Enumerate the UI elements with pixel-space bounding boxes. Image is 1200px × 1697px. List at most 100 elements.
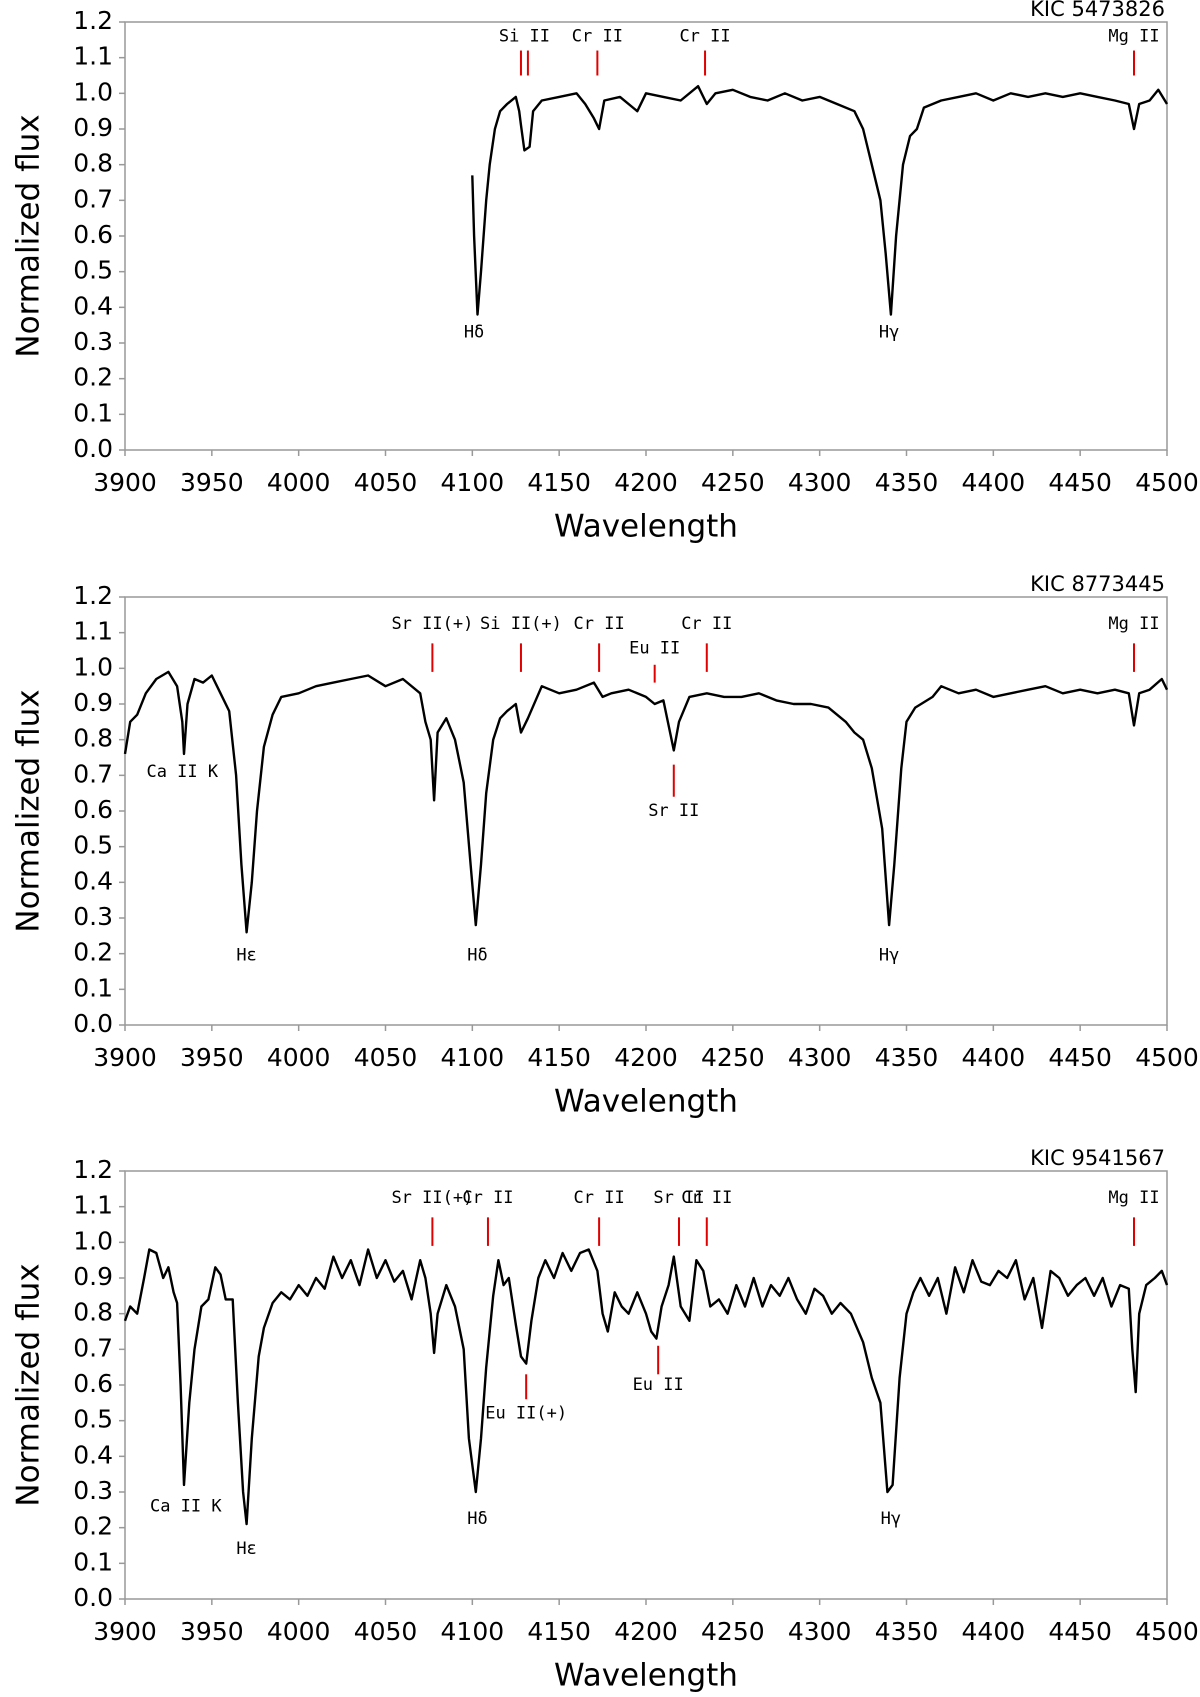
x-tick-label: 4200 — [614, 468, 678, 497]
y-tick-label: 0.7 — [73, 759, 113, 788]
line-annotation: Cr II — [572, 26, 623, 46]
y-tick-label: 0.6 — [73, 795, 113, 824]
line-annotation: Mg II — [1108, 1188, 1159, 1208]
y-tick-label: 0.4 — [73, 1440, 113, 1469]
line-annotation: Mg II — [1108, 614, 1159, 634]
y-tick-label: 0.2 — [73, 1512, 113, 1541]
y-tick-label: 0.3 — [73, 902, 113, 931]
y-tick-label: 0.2 — [73, 363, 113, 392]
panel-title: KIC 8773445 — [1030, 572, 1165, 596]
y-tick-label: 0.1 — [73, 398, 113, 427]
y-tick-label: 0.4 — [73, 866, 113, 895]
line-annotation: Hε — [236, 1539, 256, 1559]
x-tick-label: 4300 — [788, 468, 852, 497]
y-tick-label: 1.0 — [73, 652, 113, 681]
line-annotation: Sr II — [648, 801, 699, 821]
panel: 0.0 0.1 0.2 0.3 0.4 0.5 0.6 0.7 0.8 0.9 1.0 1.1 1.2 3… — [11, 572, 1199, 1120]
y-tick-label: 0.7 — [73, 184, 113, 213]
x-tick-label: 4500 — [1135, 1617, 1199, 1646]
y-axis-label: Normalized flux — [11, 1263, 47, 1506]
y-tick-label: 0.1 — [73, 973, 113, 1002]
x-tick-label: 4450 — [1048, 1617, 1112, 1646]
x-tick-label: 4100 — [441, 1617, 505, 1646]
x-tick-label: 4350 — [875, 1617, 939, 1646]
x-tick-label: 4400 — [962, 1617, 1026, 1646]
x-tick-label: 3900 — [93, 1617, 157, 1646]
x-tick-label: 3950 — [180, 1617, 244, 1646]
x-tick-label: 4050 — [354, 1043, 418, 1072]
line-annotation: Hε — [236, 945, 256, 965]
y-tick-label: 0.6 — [73, 1369, 113, 1398]
y-tick-label: 0.3 — [73, 1476, 113, 1505]
x-tick-label: 4100 — [441, 1043, 505, 1072]
plot-frame — [124, 21, 1168, 451]
line-annotation: Sr II — [653, 1188, 704, 1208]
line-annotation: Hδ — [467, 945, 487, 965]
y-axis-label: Normalized flux — [11, 114, 47, 357]
y-tick-label: 0.9 — [73, 1262, 113, 1291]
line-annotation: Si II — [499, 26, 550, 46]
x-tick-label: 4300 — [788, 1617, 852, 1646]
y-tick-label: 1.0 — [73, 77, 113, 106]
x-tick-label: 4100 — [441, 468, 505, 497]
panel-title: KIC 5473826 — [1030, 0, 1165, 21]
y-tick-label: 0.4 — [73, 291, 113, 320]
y-tick-label: 1.2 — [73, 1155, 113, 1184]
y-tick-label: 0.5 — [73, 1405, 113, 1434]
y-tick-label: 0.6 — [73, 220, 113, 249]
y-tick-label: 1.2 — [73, 6, 113, 35]
x-tick-label: 4150 — [527, 468, 591, 497]
y-tick-label: 1.1 — [73, 42, 113, 71]
x-tick-label: 4000 — [267, 1043, 331, 1072]
x-tick-label: 4250 — [701, 468, 765, 497]
y-tick-label: 0.9 — [73, 113, 113, 142]
x-tick-label: 4500 — [1135, 1043, 1199, 1072]
line-annotation: Hδ — [467, 1509, 487, 1529]
line-annotation: Hγ — [879, 322, 899, 342]
line-annotation: Cr II — [679, 26, 730, 46]
x-tick-label: 4350 — [875, 468, 939, 497]
x-axis-label: Wavelength — [554, 1658, 738, 1694]
x-tick-label: 3900 — [93, 468, 157, 497]
x-tick-label: 3900 — [93, 1043, 157, 1072]
y-tick-label: 1.2 — [73, 581, 113, 610]
line-annotation: Hγ — [879, 945, 899, 965]
x-tick-label: 4250 — [701, 1617, 765, 1646]
x-tick-label: 4400 — [962, 1043, 1026, 1072]
x-tick-label: 4500 — [1135, 468, 1199, 497]
y-tick-label: 0.8 — [73, 149, 113, 178]
x-tick-label: 4050 — [354, 468, 418, 497]
x-tick-label: 4300 — [788, 1043, 852, 1072]
x-tick-label: 3950 — [180, 1043, 244, 1072]
y-tick-label: 0.0 — [73, 1009, 113, 1038]
line-annotation: Hγ — [881, 1509, 901, 1529]
x-tick-label: 4400 — [962, 468, 1026, 497]
panel: 0.0 0.1 0.2 0.3 0.4 0.5 0.6 0.7 0.8 0.9 1.0 1.1 1.2 3… — [11, 0, 1199, 545]
y-tick-label: 0.5 — [73, 256, 113, 285]
x-tick-label: 4250 — [701, 1043, 765, 1072]
x-tick-label: 3950 — [180, 468, 244, 497]
line-annotation: Cr II — [681, 614, 732, 634]
line-annotation: Cr II — [681, 1188, 732, 1208]
y-tick-label: 0.8 — [73, 1298, 113, 1327]
y-tick-label: 1.0 — [73, 1226, 113, 1255]
y-tick-label: 0.8 — [73, 724, 113, 753]
y-tick-label: 0.0 — [73, 434, 113, 463]
panel: 0.0 0.1 0.2 0.3 0.4 0.5 0.6 0.7 0.8 0.9 1.0 1.1 1.2 3… — [11, 1146, 1199, 1694]
x-tick-label: 4150 — [527, 1043, 591, 1072]
y-tick-label: 1.1 — [73, 1191, 113, 1220]
line-annotation: Sr II(+) — [391, 614, 473, 634]
line-annotation: Ca II K — [150, 1496, 222, 1516]
y-tick-label: 0.1 — [73, 1547, 113, 1576]
line-annotation: Hδ — [464, 322, 484, 342]
line-annotation: Mg II — [1108, 26, 1159, 46]
x-tick-label: 4150 — [527, 1617, 591, 1646]
line-annotation: Ca II K — [146, 762, 218, 782]
y-tick-label: 0.2 — [73, 938, 113, 967]
line-annotation: Cr II — [574, 614, 625, 634]
line-annotation: Sr II(+) — [391, 1188, 473, 1208]
spectrum-line — [123, 670, 1169, 934]
y-tick-label: 0.0 — [73, 1583, 113, 1612]
y-tick-label: 0.3 — [73, 327, 113, 356]
